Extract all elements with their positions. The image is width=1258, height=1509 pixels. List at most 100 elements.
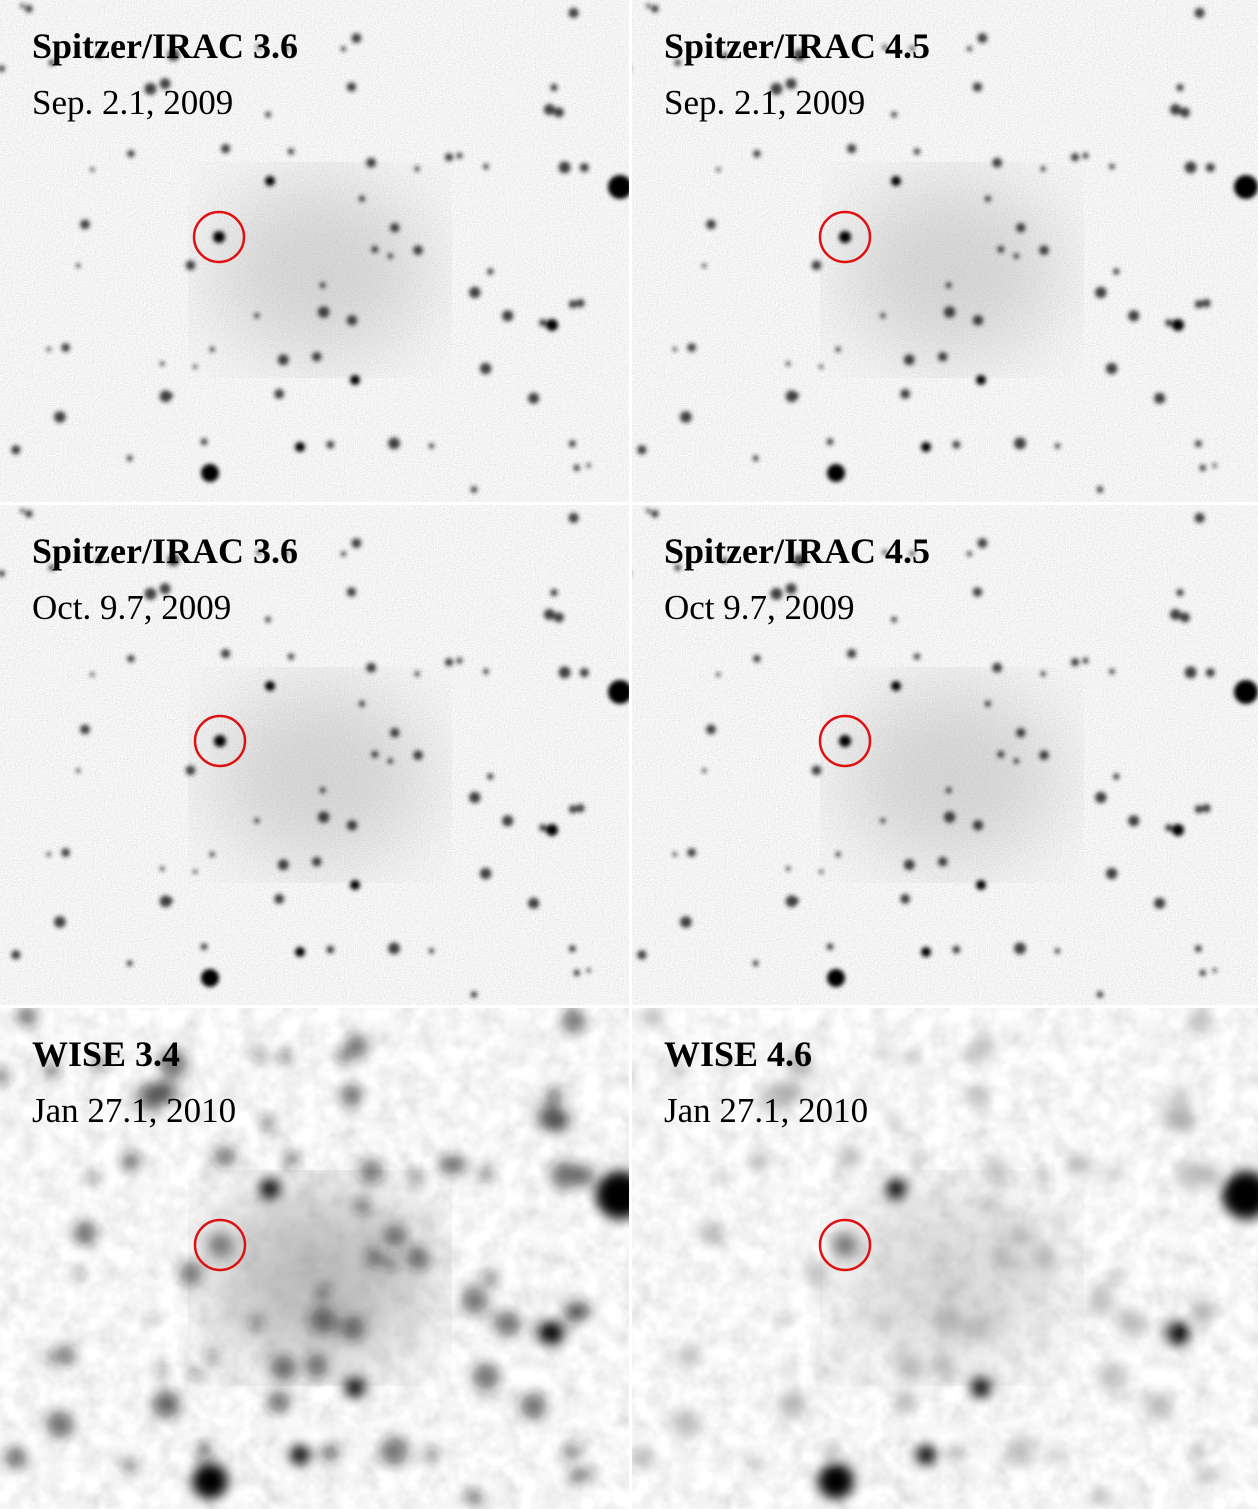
star [388, 758, 394, 764]
star [827, 969, 845, 987]
star [637, 950, 646, 959]
star [390, 728, 399, 737]
star [651, 510, 659, 518]
star [359, 196, 365, 202]
star [483, 669, 489, 675]
star [564, 1444, 580, 1460]
star [1206, 668, 1215, 677]
star [1032, 1247, 1055, 1270]
star [561, 1009, 585, 1033]
star [267, 1390, 290, 1413]
star [347, 820, 357, 830]
star [340, 1316, 365, 1341]
star [388, 942, 400, 954]
star [786, 361, 791, 366]
star [547, 1108, 571, 1132]
star [687, 848, 696, 857]
star [1180, 612, 1190, 622]
star [305, 1353, 328, 1376]
star [1039, 750, 1049, 760]
panel-title: WISE 3.4 [32, 1034, 180, 1074]
star [11, 445, 20, 454]
star [559, 666, 571, 678]
star [877, 1317, 890, 1330]
star [1016, 223, 1025, 232]
star [502, 815, 513, 826]
star [931, 1353, 954, 1376]
star [819, 365, 823, 369]
star [193, 365, 197, 369]
star [631, 1447, 653, 1469]
star [321, 1443, 340, 1462]
star [1097, 991, 1104, 998]
star [20, 509, 24, 513]
star [312, 352, 322, 362]
star [354, 1199, 369, 1214]
star [445, 658, 453, 666]
star [351, 33, 361, 43]
star [1200, 970, 1206, 976]
star [942, 1286, 956, 1300]
star [891, 617, 897, 623]
star [413, 245, 423, 255]
star [997, 246, 1004, 253]
star [680, 916, 692, 928]
star [574, 970, 580, 976]
star [1113, 773, 1119, 779]
star [944, 306, 955, 317]
panel-title: WISE 4.6 [664, 1034, 812, 1074]
star [73, 1268, 84, 1279]
target-source [833, 1233, 857, 1257]
star [886, 1179, 906, 1199]
star [672, 1411, 700, 1439]
star [483, 1272, 498, 1287]
star [456, 153, 462, 159]
star [326, 946, 334, 954]
star [350, 375, 360, 385]
star [290, 1445, 310, 1465]
star [166, 1398, 176, 1408]
star [1209, 1468, 1220, 1479]
star [900, 389, 910, 399]
star [73, 1221, 96, 1244]
star [946, 787, 952, 793]
star [1170, 104, 1181, 115]
star [569, 945, 576, 952]
star [835, 347, 840, 352]
star [123, 1459, 137, 1473]
star [1055, 443, 1060, 448]
star [215, 1146, 237, 1168]
star [952, 441, 960, 449]
star [586, 463, 590, 467]
star [1082, 658, 1088, 664]
star [1014, 942, 1026, 954]
star [896, 1355, 922, 1381]
star [280, 1050, 292, 1062]
star [673, 852, 677, 856]
star [1082, 153, 1088, 159]
star [415, 166, 420, 171]
star [43, 1352, 54, 1363]
star [366, 1249, 383, 1266]
star [1170, 609, 1181, 620]
image-panel: Spitzer/IRAC 3.6Oct. 9.7, 2009 [0, 505, 632, 1005]
star [390, 223, 399, 232]
star [201, 464, 219, 482]
star [160, 361, 165, 366]
star [347, 587, 356, 596]
star [76, 263, 80, 267]
star [274, 389, 284, 399]
star [699, 1221, 722, 1244]
star [341, 46, 346, 51]
star [805, 1262, 828, 1285]
star [384, 1257, 397, 1270]
star [783, 1366, 794, 1377]
star [1189, 1302, 1209, 1322]
star [569, 805, 577, 813]
star [295, 442, 305, 452]
star [1195, 440, 1202, 447]
star [388, 253, 394, 259]
star [472, 1363, 499, 1390]
star [253, 1049, 265, 1061]
